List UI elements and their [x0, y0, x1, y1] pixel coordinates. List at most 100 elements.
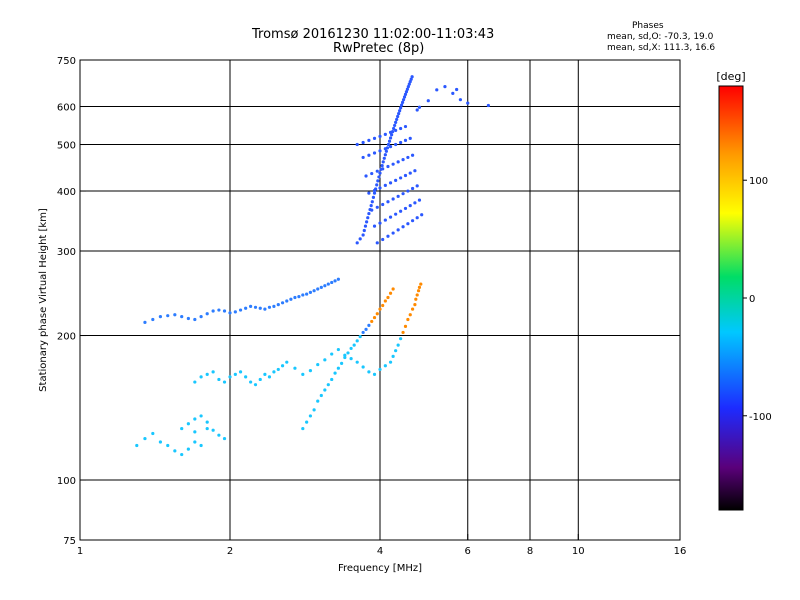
- data-point: [280, 364, 285, 368]
- data-point: [228, 375, 232, 379]
- y-tick-label: 600: [57, 103, 76, 114]
- chart-subtitle: RwPretec (8p): [333, 41, 425, 56]
- data-point: [364, 327, 368, 331]
- data-point: [394, 120, 398, 124]
- data-point: [336, 277, 340, 281]
- data-point: [443, 85, 447, 89]
- data-point: [336, 366, 340, 370]
- data-point: [367, 211, 371, 216]
- data-point: [305, 292, 309, 296]
- y-axis-label: Stationary phase Virtual Height [km]: [38, 208, 49, 392]
- data-point: [364, 174, 368, 178]
- data-point: [244, 375, 248, 379]
- data-point: [301, 372, 305, 376]
- data-point: [414, 297, 418, 301]
- data-point: [319, 285, 323, 289]
- data-point: [415, 108, 419, 112]
- data-point: [205, 426, 209, 431]
- data-point: [330, 280, 334, 285]
- data-point: [333, 371, 337, 375]
- data-point: [420, 213, 424, 217]
- data-point: [386, 295, 390, 300]
- data-point: [361, 365, 365, 369]
- data-point: [293, 366, 297, 370]
- data-point: [413, 302, 417, 307]
- data-point: [406, 317, 410, 322]
- data-point: [301, 293, 305, 297]
- data-point: [285, 360, 289, 364]
- data-point: [378, 149, 382, 153]
- data-point: [378, 134, 382, 138]
- data-point: [158, 440, 163, 444]
- data-point: [394, 212, 398, 216]
- data-point: [401, 98, 406, 102]
- data-point: [417, 105, 422, 109]
- data-point: [435, 88, 439, 92]
- data-point: [371, 195, 376, 199]
- data-point: [151, 431, 155, 436]
- data-point: [410, 219, 415, 223]
- data-point: [403, 92, 408, 96]
- data-point: [407, 82, 411, 86]
- data-point: [415, 293, 419, 297]
- data-point: [391, 354, 395, 358]
- data-point: [388, 145, 393, 149]
- data-point: [396, 228, 400, 232]
- data-point: [346, 351, 350, 355]
- data-point: [400, 103, 404, 107]
- data-point: [406, 155, 410, 160]
- data-point: [375, 312, 379, 316]
- data-point: [323, 284, 327, 288]
- data-point: [403, 324, 408, 328]
- data-point: [402, 95, 407, 99]
- data-point: [158, 315, 163, 319]
- data-point: [403, 138, 408, 142]
- data-point: [244, 306, 248, 310]
- data-point: [222, 380, 227, 384]
- data-point: [267, 375, 272, 379]
- data-point: [222, 436, 227, 441]
- data-point: [355, 339, 359, 343]
- data-point: [205, 312, 209, 316]
- data-point: [376, 179, 380, 183]
- data-point: [381, 237, 385, 242]
- data-point: [384, 149, 388, 153]
- data-point: [394, 142, 398, 147]
- data-point: [355, 360, 359, 364]
- data-point: [406, 85, 410, 89]
- data-point: [365, 220, 369, 224]
- data-point: [370, 319, 374, 324]
- data-point: [361, 233, 365, 237]
- data-point: [401, 330, 405, 335]
- y-tick-label: 300: [57, 247, 76, 258]
- data-point: [375, 205, 379, 209]
- data-point: [217, 433, 221, 437]
- data-point: [383, 147, 387, 151]
- data-point: [193, 430, 197, 434]
- data-point: [380, 163, 384, 168]
- data-point: [403, 206, 408, 211]
- data-point: [372, 315, 377, 320]
- data-point: [186, 422, 190, 426]
- data-point: [370, 208, 374, 212]
- y-tick-label: 750: [57, 56, 76, 67]
- data-point: [391, 162, 395, 166]
- data-point: [409, 77, 413, 81]
- data-point: [410, 153, 415, 157]
- data-point: [388, 360, 393, 364]
- data-point: [381, 160, 385, 164]
- data-point: [205, 372, 209, 376]
- data-point: [330, 352, 334, 356]
- data-point: [361, 155, 365, 160]
- data-point: [285, 299, 289, 303]
- data-point: [408, 136, 412, 140]
- data-point: [408, 171, 412, 175]
- data-point: [222, 309, 227, 313]
- data-point: [319, 393, 323, 398]
- data-point: [263, 307, 267, 311]
- data-point: [362, 228, 366, 233]
- data-point: [410, 186, 415, 191]
- data-point: [403, 173, 408, 178]
- data-point: [186, 447, 190, 451]
- data-point: [408, 313, 412, 317]
